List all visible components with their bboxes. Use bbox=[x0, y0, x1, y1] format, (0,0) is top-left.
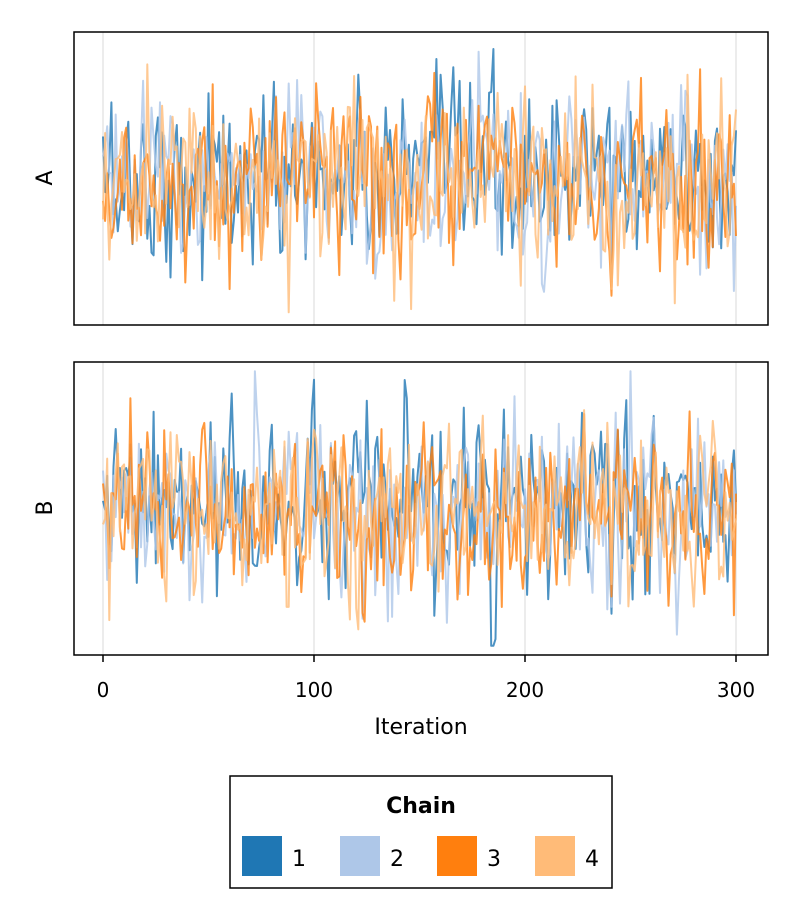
legend-swatch-3 bbox=[437, 836, 477, 876]
x-tick-label: 300 bbox=[717, 678, 755, 702]
panel-b: B bbox=[33, 361, 769, 656]
x-axis: 0 100 200 300 bbox=[97, 655, 755, 702]
legend-swatch-4 bbox=[535, 836, 575, 876]
panel-a-frame bbox=[73, 31, 769, 326]
series-line-chain-4 bbox=[102, 63, 737, 314]
legend-title: Chain bbox=[386, 794, 456, 819]
x-tick-label: 0 bbox=[97, 678, 110, 702]
panel-b-ylabel: B bbox=[33, 500, 58, 515]
x-tick-label: 200 bbox=[506, 678, 544, 702]
legend: Chain 1 2 3 4 bbox=[229, 775, 613, 889]
legend-items: 1 2 3 4 bbox=[242, 836, 599, 876]
series-line-chain-4 bbox=[102, 409, 737, 631]
panel-a-lines bbox=[102, 48, 737, 314]
x-tick-label: 100 bbox=[295, 678, 333, 702]
legend-label-4: 4 bbox=[585, 847, 599, 872]
panel-a: A bbox=[33, 31, 769, 326]
legend-swatch-2 bbox=[340, 836, 380, 876]
panel-b-frame bbox=[73, 361, 769, 656]
panel-a-ylabel: A bbox=[33, 170, 58, 185]
legend-label-1: 1 bbox=[292, 847, 306, 872]
panel-b-lines bbox=[102, 370, 737, 647]
legend-label-2: 2 bbox=[390, 847, 404, 872]
legend-label-3: 3 bbox=[487, 847, 501, 872]
legend-swatch-1 bbox=[242, 836, 282, 876]
x-axis-title: Iteration bbox=[374, 715, 467, 740]
